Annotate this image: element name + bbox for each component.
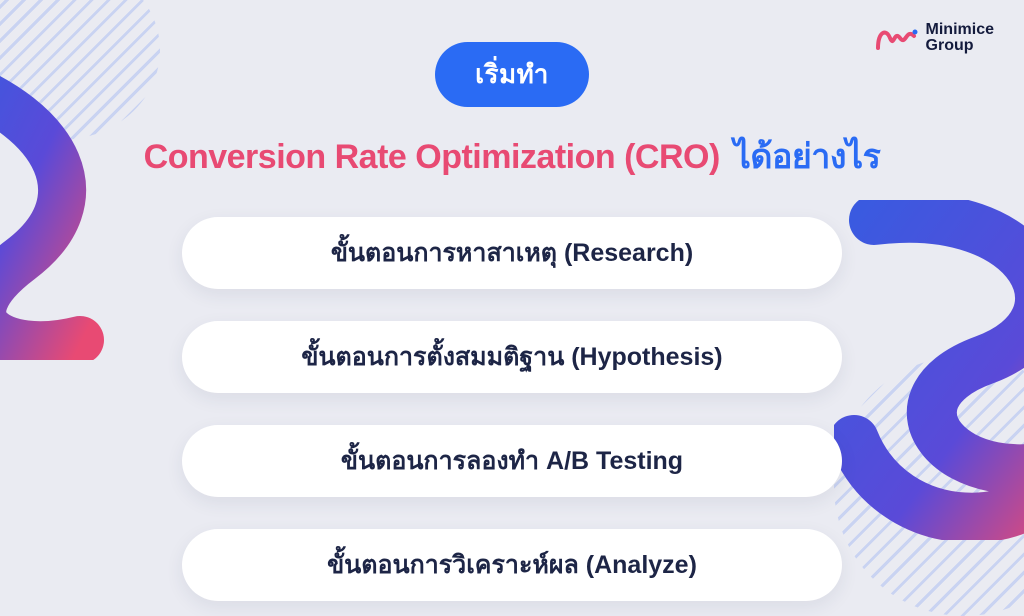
heading: Conversion Rate Optimization (CRO) ได้อย… [144,129,881,183]
badge-pill: เริ่มทำ [435,42,589,107]
heading-blue: ได้อย่างไร [734,129,881,183]
main-content: เริ่มทำ Conversion Rate Optimization (CR… [0,0,1024,536]
heading-red: Conversion Rate Optimization (CRO) [144,138,720,177]
step-item: ขั้นตอนการหาสาเหตุ (Research) [182,217,842,289]
steps-list: ขั้นตอนการหาสาเหตุ (Research) ขั้นตอนการ… [182,217,842,601]
step-item: ขั้นตอนการตั้งสมมติฐาน (Hypothesis) [182,321,842,393]
step-item: ขั้นตอนการวิเคราะห์ผล (Analyze) [182,529,842,601]
step-item: ขั้นตอนการลองทำ A/B Testing [182,425,842,497]
